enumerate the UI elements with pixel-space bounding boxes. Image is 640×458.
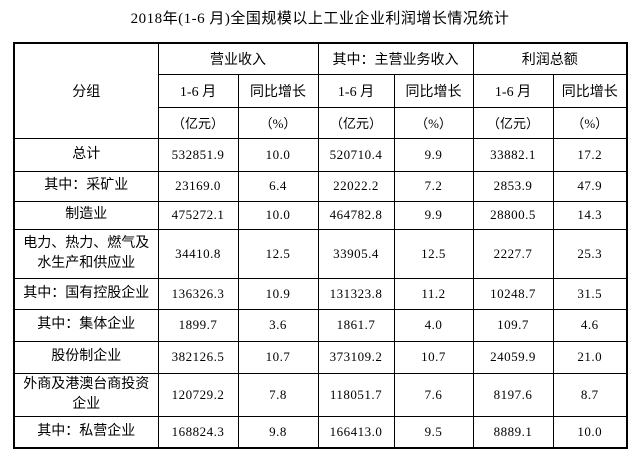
cell-value: 25.3 [552, 228, 628, 279]
cell-value: 10.7 [237, 340, 319, 374]
cell-value: 4.6 [552, 308, 628, 342]
table-row-joint-stock: 股份制企业 382126.5 10.7 373109.2 10.7 24059.… [13, 340, 628, 374]
cell-value: 17.2 [552, 137, 628, 172]
cell-value: 118051.7 [317, 372, 395, 417]
row-label: 制造业 [13, 200, 159, 230]
subheader-growth: 同比增长 [237, 73, 319, 108]
header-operating-revenue: 营业收入 [157, 42, 319, 75]
row-label: 电力、热力、燃气及 水生产和供应业 [13, 228, 159, 279]
subheader-period: 1-6 月 [317, 73, 395, 108]
page-title: 2018年(1-6 月)全国规模以上工业企业利润增长情况统计 [130, 11, 510, 27]
cell-value: 1899.7 [157, 308, 239, 342]
header-total-profit: 利润总额 [472, 42, 628, 75]
cell-value: 109.7 [472, 308, 554, 342]
subheader-unit-amount: （亿元） [472, 106, 554, 139]
subheader-period: 1-6 月 [157, 73, 239, 108]
table-row-private: 其中：私营企业 168824.3 9.8 166413.0 9.5 8889.1… [13, 415, 628, 449]
cell-value: 4.0 [393, 308, 474, 342]
subheader-unit-amount: （亿元） [157, 106, 239, 139]
cell-value: 28800.5 [472, 200, 554, 230]
subheader-growth: 同比增长 [552, 73, 628, 108]
cell-value: 24059.9 [472, 340, 554, 374]
header-row-groups: 分组 营业收入 其中：主营业务收入 利润总额 [13, 42, 628, 139]
cell-value: 136326.3 [157, 277, 239, 310]
row-label: 其中：国有控股企业 [13, 277, 159, 310]
cell-value: 23169.0 [157, 170, 239, 202]
header-row-units: （亿元） （%） （亿元） （%） （亿元） （%） [14, 106, 628, 139]
cell-value: 10.0 [552, 415, 628, 449]
table-row-utilities: 电力、热力、燃气及 水生产和供应业 34410.8 12.5 33905.4 1… [13, 228, 628, 279]
cell-value: 3.6 [237, 308, 319, 342]
cell-value: 382126.5 [157, 340, 239, 374]
row-label: 其中：集体企业 [13, 308, 159, 342]
cell-value: 131323.8 [317, 277, 395, 310]
cell-value: 7.8 [237, 372, 319, 417]
cell-value: 7.2 [393, 170, 474, 202]
cell-value: 10.7 [393, 340, 474, 374]
table-row-mining: 其中：采矿业 23169.0 6.4 22022.2 7.2 2853.9 47… [13, 170, 628, 202]
cell-value: 10.0 [237, 200, 319, 230]
cell-value: 33905.4 [317, 228, 395, 279]
cell-value: 6.4 [237, 170, 319, 202]
subheader-growth: 同比增长 [393, 73, 474, 108]
cell-value: 9.5 [393, 415, 474, 449]
cell-value: 7.6 [393, 372, 474, 417]
cell-value: 9.9 [393, 137, 474, 172]
row-label: 外商及港澳台商投资 企业 [13, 372, 159, 417]
cell-value: 532851.9 [157, 137, 239, 172]
table-row-total: 总计 532851.9 10.0 520710.4 9.9 33882.1 17… [13, 137, 628, 172]
cell-value: 34410.8 [157, 228, 239, 279]
subheader-unit-percent: （%） [552, 106, 628, 139]
cell-value: 8.7 [552, 372, 628, 417]
cell-value: 168824.3 [157, 415, 239, 449]
header-main-business-income: 其中：主营业务收入 [317, 42, 474, 75]
table-row-state-owned: 其中：国有控股企业 136326.3 10.9 131323.8 11.2 10… [13, 277, 628, 310]
header-group-col: 分组 [13, 42, 159, 139]
stats-table: 分组 营业收入 其中：主营业务收入 利润总额 1-6 月 同比增长 1-6 月 … [13, 42, 628, 449]
row-label: 总计 [13, 137, 159, 172]
cell-value: 8197.6 [472, 372, 554, 417]
table-row-manufacturing: 制造业 475272.1 10.0 464782.8 9.9 28800.5 1… [13, 200, 628, 230]
subheader-period: 1-6 月 [472, 73, 554, 108]
cell-value: 14.3 [552, 200, 628, 230]
row-label: 其中：私营企业 [13, 415, 159, 449]
cell-value: 464782.8 [317, 200, 395, 230]
cell-value: 8889.1 [472, 415, 554, 449]
subheader-unit-percent: （%） [393, 106, 474, 139]
cell-value: 12.5 [237, 228, 319, 279]
cell-value: 9.9 [393, 200, 474, 230]
cell-value: 11.2 [393, 277, 474, 310]
cell-value: 166413.0 [317, 415, 395, 449]
cell-value: 31.5 [552, 277, 628, 310]
cell-value: 33882.1 [472, 137, 554, 172]
table-row-foreign-invested: 外商及港澳台商投资 企业 120729.2 7.8 118051.7 7.6 8… [13, 372, 628, 417]
cell-value: 10248.7 [472, 277, 554, 310]
header-row-period: 1-6 月 同比增长 1-6 月 同比增长 1-6 月 同比增长 [14, 73, 628, 108]
cell-value: 47.9 [552, 170, 628, 202]
cell-value: 1861.7 [317, 308, 395, 342]
cell-value: 2853.9 [472, 170, 554, 202]
cell-value: 120729.2 [157, 372, 239, 417]
row-label: 其中：采矿业 [13, 170, 159, 202]
table-row-collective: 其中：集体企业 1899.7 3.6 1861.7 4.0 109.7 4.6 [13, 308, 628, 342]
cell-value: 2227.7 [472, 228, 554, 279]
cell-value: 12.5 [393, 228, 474, 279]
cell-value: 9.8 [237, 415, 319, 449]
cell-value: 373109.2 [317, 340, 395, 374]
cell-value: 22022.2 [317, 170, 395, 202]
cell-value: 10.0 [237, 137, 319, 172]
subheader-unit-amount: （亿元） [317, 106, 395, 139]
subheader-unit-percent: （%） [237, 106, 319, 139]
cell-value: 21.0 [552, 340, 628, 374]
cell-value: 10.9 [237, 277, 319, 310]
cell-value: 520710.4 [317, 137, 395, 172]
cell-value: 475272.1 [157, 200, 239, 230]
row-label: 股份制企业 [13, 340, 159, 374]
